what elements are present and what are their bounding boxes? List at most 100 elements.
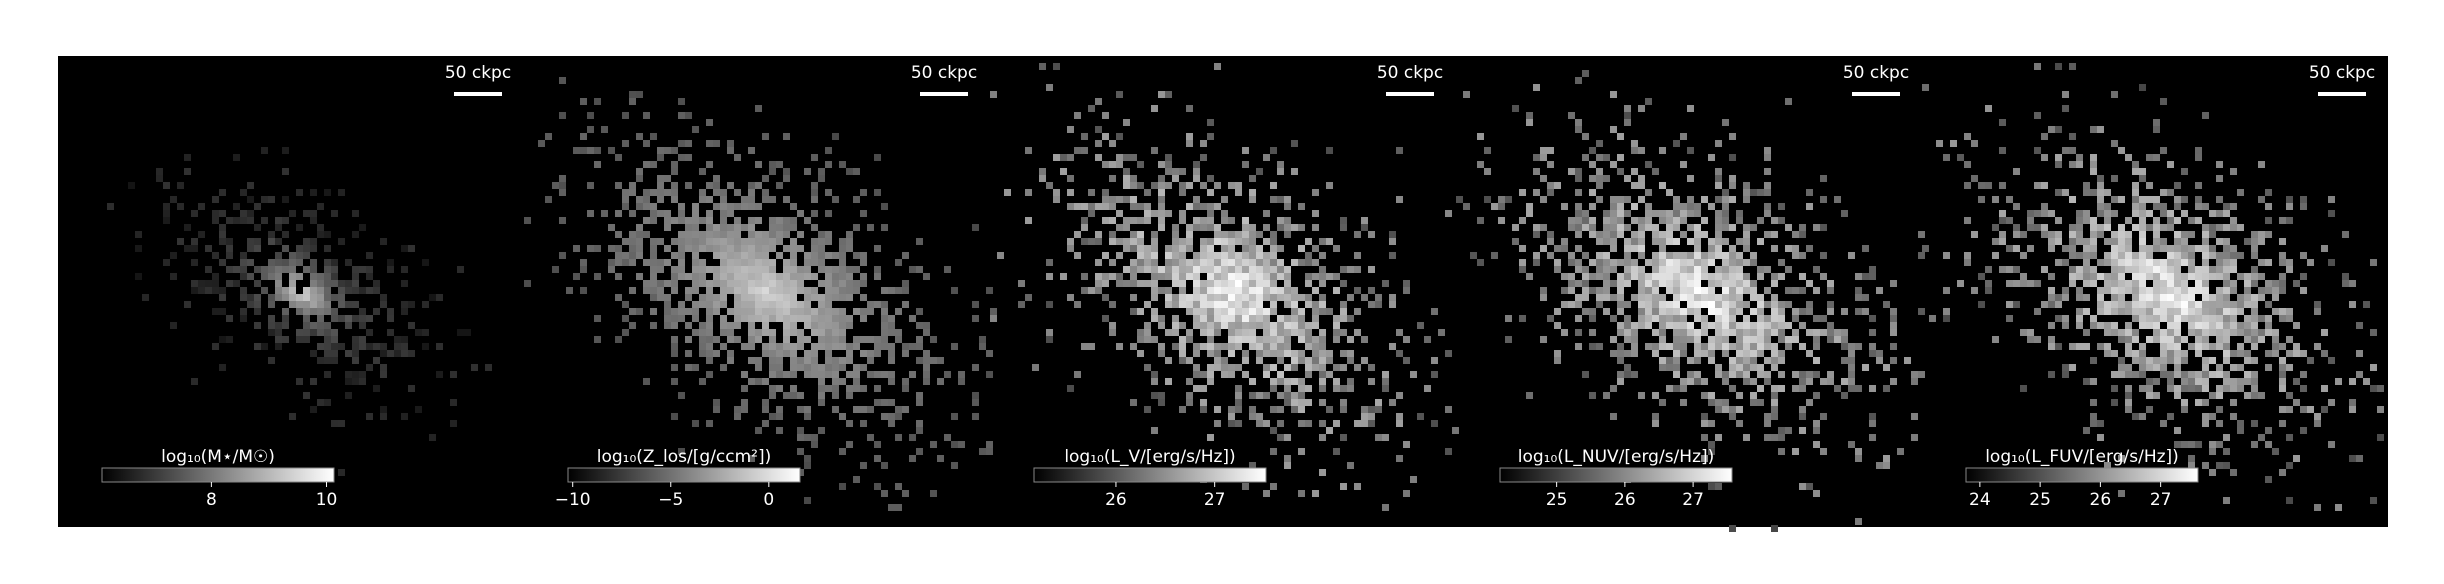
map-pixel bbox=[1340, 301, 1347, 308]
map-pixel bbox=[811, 259, 818, 266]
map-pixel bbox=[1736, 252, 1743, 259]
map-pixel bbox=[1186, 259, 1193, 266]
map-pixel bbox=[790, 273, 797, 280]
map-pixel bbox=[2230, 217, 2237, 224]
map-pixel bbox=[1554, 259, 1561, 266]
map-pixel bbox=[2195, 378, 2202, 385]
map-pixel bbox=[615, 154, 622, 161]
map-pixel bbox=[1715, 336, 1722, 343]
map-pixel bbox=[1715, 266, 1722, 273]
map-pixel bbox=[846, 322, 853, 329]
map-pixel bbox=[1757, 308, 1764, 315]
map-pixel bbox=[685, 273, 692, 280]
map-pixel bbox=[331, 315, 338, 322]
map-pixel bbox=[1568, 252, 1575, 259]
map-pixel bbox=[1631, 231, 1638, 238]
map-pixel bbox=[2111, 175, 2118, 182]
map-pixel bbox=[2111, 252, 2118, 259]
map-pixel bbox=[1771, 385, 1778, 392]
map-pixel bbox=[1771, 329, 1778, 336]
map-pixel bbox=[275, 322, 282, 329]
map-pixel bbox=[1701, 301, 1708, 308]
map-pixel bbox=[1568, 273, 1575, 280]
map-pixel bbox=[1109, 329, 1116, 336]
map-pixel bbox=[352, 280, 359, 287]
map-pixel bbox=[2146, 287, 2153, 294]
map-pixel bbox=[783, 392, 790, 399]
map-pixel bbox=[1263, 392, 1270, 399]
map-pixel bbox=[1193, 259, 1200, 266]
map-pixel bbox=[1799, 273, 1806, 280]
map-pixel bbox=[629, 231, 636, 238]
map-pixel bbox=[387, 350, 394, 357]
map-pixel bbox=[1729, 259, 1736, 266]
map-pixel bbox=[163, 259, 170, 266]
map-pixel bbox=[1778, 322, 1785, 329]
map-pixel bbox=[1298, 378, 1305, 385]
map-pixel bbox=[1249, 406, 1256, 413]
map-pixel bbox=[2083, 189, 2090, 196]
map-pixel bbox=[366, 266, 373, 273]
map-pixel bbox=[1130, 266, 1137, 273]
map-pixel bbox=[874, 385, 881, 392]
map-pixel bbox=[2293, 343, 2300, 350]
map-pixel bbox=[2048, 126, 2055, 133]
map-pixel bbox=[727, 280, 734, 287]
map-pixel bbox=[678, 301, 685, 308]
map-pixel bbox=[1750, 329, 1757, 336]
map-pixel bbox=[1715, 175, 1722, 182]
map-pixel bbox=[797, 245, 804, 252]
map-pixel bbox=[2258, 287, 2265, 294]
map-pixel bbox=[1193, 350, 1200, 357]
map-pixel bbox=[1424, 385, 1431, 392]
map-pixel bbox=[2146, 224, 2153, 231]
map-pixel bbox=[2097, 224, 2104, 231]
map-pixel bbox=[191, 210, 198, 217]
map-pixel bbox=[1186, 273, 1193, 280]
map-pixel bbox=[1025, 189, 1032, 196]
map-pixel bbox=[958, 441, 965, 448]
map-pixel bbox=[1298, 294, 1305, 301]
map-pixel bbox=[1312, 336, 1319, 343]
map-pixel bbox=[2258, 231, 2265, 238]
map-pixel bbox=[2272, 448, 2279, 455]
map-pixel bbox=[2104, 343, 2111, 350]
map-pixel bbox=[191, 378, 198, 385]
map-pixel bbox=[1722, 224, 1729, 231]
map-pixel bbox=[2118, 147, 2125, 154]
map-pixel bbox=[874, 154, 881, 161]
map-pixel bbox=[1841, 392, 1848, 399]
map-pixel bbox=[1095, 259, 1102, 266]
map-pixel bbox=[839, 287, 846, 294]
map-pixel bbox=[1256, 413, 1263, 420]
map-pixel bbox=[545, 196, 552, 203]
map-pixel bbox=[2181, 385, 2188, 392]
map-pixel bbox=[923, 329, 930, 336]
map-pixel bbox=[1778, 427, 1785, 434]
map-pixel bbox=[373, 287, 380, 294]
map-pixel bbox=[1869, 385, 1876, 392]
map-pixel bbox=[1764, 203, 1771, 210]
map-pixel bbox=[1347, 357, 1354, 364]
map-pixel bbox=[1855, 308, 1862, 315]
map-pixel bbox=[874, 273, 881, 280]
map-pixel bbox=[1151, 315, 1158, 322]
map-pixel bbox=[1256, 280, 1263, 287]
map-pixel bbox=[1347, 385, 1354, 392]
map-pixel bbox=[622, 259, 629, 266]
map-pixel bbox=[1722, 294, 1729, 301]
map-pixel bbox=[1666, 301, 1673, 308]
map-pixel bbox=[1095, 280, 1102, 287]
map-pixel bbox=[832, 385, 839, 392]
map-pixel bbox=[282, 147, 289, 154]
map-pixel bbox=[783, 133, 790, 140]
map-pixel bbox=[177, 182, 184, 189]
map-pixel bbox=[706, 217, 713, 224]
map-pixel bbox=[1242, 371, 1249, 378]
map-pixel bbox=[1624, 266, 1631, 273]
map-pixel bbox=[352, 378, 359, 385]
map-pixel bbox=[713, 406, 720, 413]
map-pixel bbox=[2188, 245, 2195, 252]
map-pixel bbox=[1221, 210, 1228, 217]
map-pixel bbox=[1701, 217, 1708, 224]
